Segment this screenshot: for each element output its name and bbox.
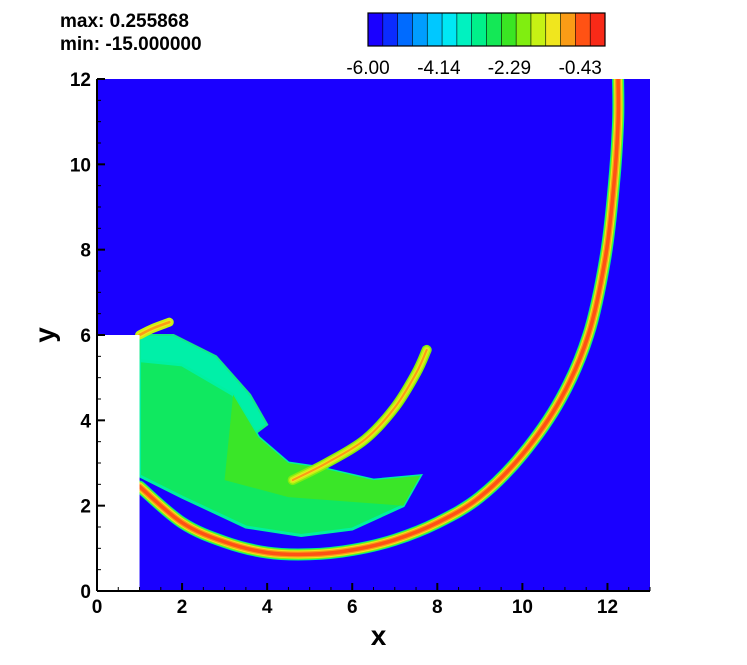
bow-shock-band-4 (137, 79, 621, 557)
y-axis-title: y (29, 327, 60, 343)
colorbar-frame (367, 12, 606, 47)
x-tick-label: 4 (262, 597, 273, 618)
colorbar-swatch (590, 13, 606, 46)
colorbar-swatch (560, 13, 576, 46)
x-axis-title: x (371, 620, 387, 651)
x-tick-label: 8 (432, 597, 443, 618)
colorbar-swatch (545, 13, 561, 46)
y-tick-label: 8 (80, 241, 91, 262)
contour-features (133, 79, 625, 561)
x-tick-label: 12 (597, 597, 618, 618)
oblique-shock-band-3 (291, 348, 428, 482)
colorbar-swatch (368, 13, 384, 46)
colorbar-swatch (501, 13, 517, 46)
plume-core-inner (224, 394, 421, 506)
colorbar-swatch (575, 13, 591, 46)
colorbar-swatch (456, 13, 472, 46)
y-tick-label: 12 (70, 70, 91, 91)
colorbar-swatch (412, 13, 428, 46)
colorbar-swatch (382, 13, 398, 46)
y-tick-label: 4 (80, 411, 91, 432)
colorbar-swatch (530, 13, 547, 46)
y-tick-label: 6 (80, 326, 91, 347)
colorbar-swatch (471, 13, 487, 46)
colorbar-tick-label: -4.14 (417, 58, 461, 79)
max-value-label: max: 0.255868 (60, 11, 189, 32)
colorbar-tick-label: -6.00 (346, 58, 389, 79)
colorbar-tick-label: -2.29 (488, 58, 531, 79)
colorbar-tick-label: -0.43 (559, 58, 602, 79)
colorbar-swatch (397, 13, 413, 46)
x-tick-label: 2 (177, 597, 188, 618)
y-tick-label: 0 (80, 582, 91, 603)
y-tick-label: 10 (70, 155, 91, 176)
x-tick-label: 0 (92, 597, 103, 618)
y-tick-label: 2 (80, 497, 91, 518)
x-tick-label: 10 (512, 597, 533, 618)
corner-expansion-band-2 (138, 320, 171, 337)
colorbar-swatch (442, 13, 458, 46)
colorbar-swatch (427, 13, 443, 46)
x-tick-label: 6 (347, 597, 358, 618)
blank-step-region (97, 335, 140, 591)
colorbar-swatch (516, 13, 532, 46)
min-value-label: min: -15.000000 (60, 34, 202, 55)
colorbar-swatch (486, 13, 502, 46)
